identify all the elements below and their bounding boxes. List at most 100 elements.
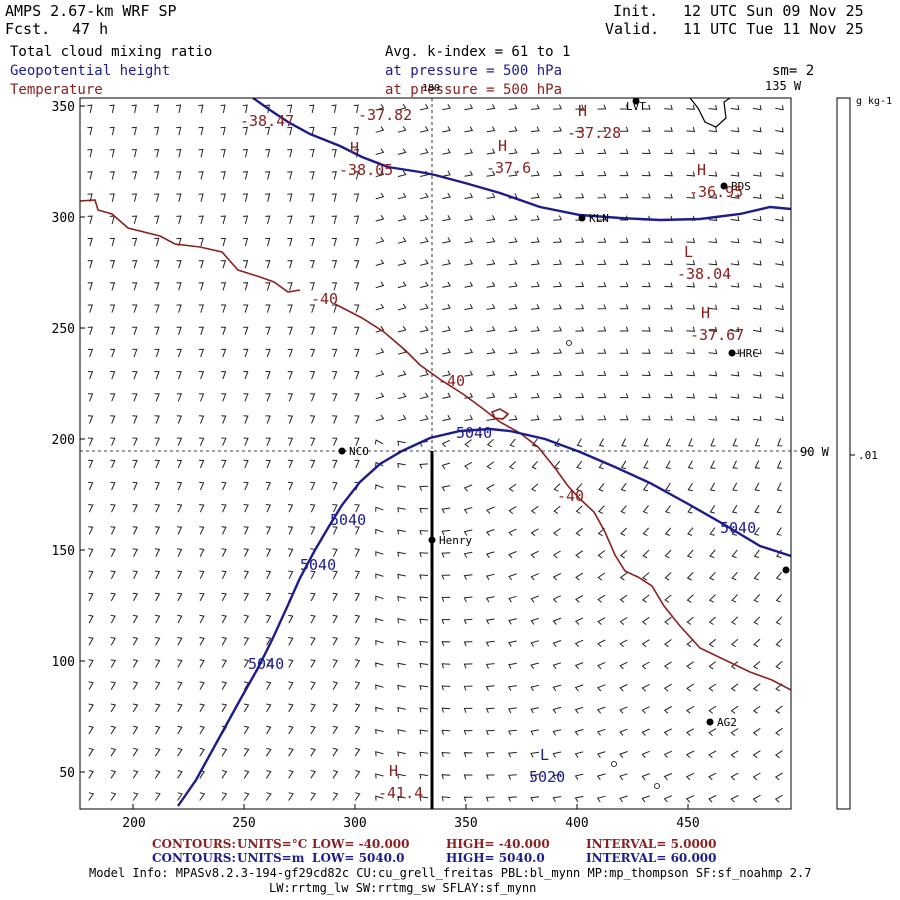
high-marker: H (697, 161, 706, 179)
station-label-bds: BDS (731, 180, 751, 193)
temperature-label: -37.28 (567, 124, 621, 142)
wind-barbs (87, 103, 784, 803)
high-marker: H (701, 304, 710, 322)
stations: LVT BDS KLN HRC NCO Henry AG2 (338, 97, 790, 789)
height-contour-south (177, 427, 791, 807)
x-tick-label: 400 (565, 816, 588, 831)
station-ring (611, 761, 617, 767)
high-marker: H (578, 102, 587, 120)
temperature-label: -37.82 (358, 106, 412, 124)
valid-value: 11 UTC Tue 11 Nov 25 (683, 20, 864, 38)
height-label: 5040 (720, 519, 756, 537)
colorbar-label: .01 (858, 449, 878, 462)
height-label: 5040 (300, 556, 336, 574)
temperature-label: -38.47 (240, 112, 294, 130)
temperature-label: -36.95 (689, 183, 743, 201)
temperature-contours (80, 199, 791, 691)
fcst-label: Fcst. (5, 20, 51, 38)
lon-label-right: 90 W (800, 445, 830, 459)
high-marker: H (389, 762, 398, 780)
field2-detail: at pressure = 500 hPa (385, 63, 563, 79)
wind-barb-field (87, 103, 784, 803)
temperature-contour-north (80, 199, 301, 293)
temperature-label: -37.67 (690, 326, 744, 344)
y-tick-label: 100 (52, 655, 75, 670)
temperature-labels: -38.47 -37.82 -37.28 -38.05 -37.6 -36.95… (240, 106, 744, 802)
init-label: Init. (613, 2, 659, 20)
plot-background (80, 98, 791, 809)
footer-height-high: HIGH= 5040.0 (446, 851, 545, 865)
lon-label-top: 135 W (765, 79, 802, 93)
extrema-markers: H H H H L H L H (350, 102, 710, 780)
footer-temp-low: LOW= -40.000 (312, 837, 410, 851)
field1-detail: Avg. k-index = 61 to 1 (385, 44, 571, 60)
smoothing-label: sm= 2 (772, 63, 815, 79)
x-tick-label: 200 (122, 816, 145, 831)
station-dot (728, 349, 736, 357)
station-label-ag2: AG2 (717, 716, 737, 729)
fcst-value: 47 h (72, 20, 109, 38)
x-tick-label: 350 (454, 816, 477, 831)
lon-label-top-small: 180 (422, 83, 440, 94)
model-info-line1: Model Info: MPASv8.2.3-194-gf29cd82c CU:… (89, 866, 812, 880)
station-dot (632, 97, 640, 105)
footer-temp-units: UNITS=°C (237, 837, 308, 851)
height-contours (177, 98, 791, 807)
temperature-label: -40 (311, 290, 338, 308)
footer-temp-prefix: CONTOURS: (152, 837, 236, 851)
station-ring (654, 783, 660, 789)
footer-height-low: LOW= 5040.0 (312, 851, 405, 865)
plot-frame (79, 97, 792, 810)
field1-name: Total cloud mixing ratio (10, 44, 213, 60)
y-tick-label: 150 (52, 544, 75, 559)
footer-height-prefix: CONTOURS: (152, 851, 236, 865)
y-tick-labels: 350 300 250 200 150 100 50 (52, 100, 75, 781)
footer-height-units: UNITS=m (237, 851, 305, 865)
station-dot (706, 718, 714, 726)
y-tick-label: 50 (59, 766, 75, 781)
high-marker: H (498, 137, 507, 155)
high-marker: H (350, 139, 359, 157)
temperature-label: -38.05 (339, 161, 393, 179)
x-tick-labels: 200 250 300 350 400 450 (122, 816, 699, 831)
y-tick-label: 350 (52, 100, 75, 115)
x-tick-label: 450 (676, 816, 699, 831)
valid-label: Valid. (605, 20, 660, 38)
temperature-contour-central (334, 303, 791, 691)
colorbar-units: g kg-1 (856, 96, 892, 107)
y-tick-label: 250 (52, 322, 75, 337)
footer-temp-interval: INTERVAL= 5.0000 (586, 837, 717, 851)
station-dot (782, 566, 790, 574)
station-dot (578, 214, 586, 222)
station-dot (428, 536, 436, 544)
height-label: 5020 (529, 768, 565, 786)
station-label-kln: KLN (589, 212, 609, 225)
model-info-line2: LW:rrtmg_lw SW:rrtmg_sw SFLAY:sf_mynn (269, 881, 537, 895)
height-label: 5040 (330, 511, 366, 529)
coastline (689, 98, 731, 128)
x-tick-label: 300 (343, 816, 366, 831)
height-label: 5040 (248, 655, 284, 673)
field2-name: Geopotential height (10, 63, 171, 79)
station-label-henry: Henry (439, 534, 472, 547)
height-labels: 5040 5040 5040 5040 5040 5020 (248, 424, 756, 786)
temperature-label: -38.04 (677, 265, 731, 283)
footer-temp-high: HIGH= -40.000 (446, 837, 550, 851)
station-label-nco: NCO (349, 445, 369, 458)
station-ring (566, 340, 572, 346)
station-label-lvt: LVT (626, 100, 646, 113)
temperature-label: -37.6 (486, 159, 531, 177)
field3-detail: at pressure = 500 hPa (385, 82, 563, 98)
temperature-label: -40 (557, 487, 584, 505)
x-tick-label: 250 (232, 816, 255, 831)
height-label: 5040 (456, 424, 492, 442)
colorbar (836, 97, 851, 810)
station-label-hrc: HRC (739, 347, 759, 360)
y-tick-label: 300 (52, 211, 75, 226)
init-value: 12 UTC Sun 09 Nov 25 (683, 2, 864, 20)
model-title: AMPS 2.67-km WRF SP (5, 2, 177, 20)
height-contour-north (252, 98, 791, 222)
low-marker: L (684, 243, 693, 261)
